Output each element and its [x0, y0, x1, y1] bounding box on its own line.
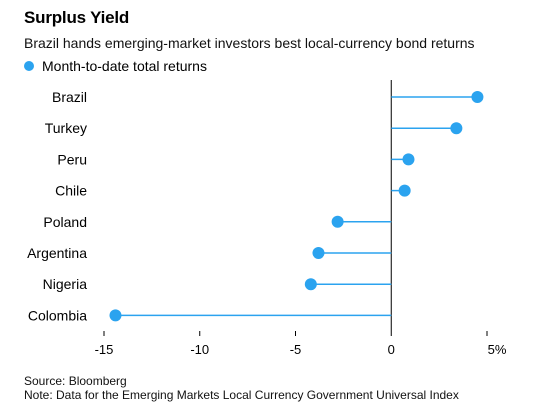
x-tick-label: 5% [488, 342, 507, 357]
x-tick-label: -15 [95, 342, 114, 357]
chart-subtitle: Brazil hands emerging-market investors b… [24, 35, 475, 51]
data-note: Note: Data for the Emerging Markets Loca… [24, 388, 459, 402]
x-tick-label: -5 [290, 342, 302, 357]
data-point [471, 91, 484, 103]
source-note: Source: Bloomberg [24, 374, 127, 388]
category-label: Turkey [45, 120, 87, 136]
data-point [450, 122, 463, 135]
category-label: Chile [55, 183, 87, 199]
chart-title: Surplus Yield [24, 8, 130, 27]
category-label: Colombia [28, 307, 87, 323]
data-point [331, 215, 344, 228]
legend: Month-to-date total returns [24, 58, 207, 74]
legend-label: Month-to-date total returns [42, 58, 207, 74]
category-label: Argentina [27, 245, 87, 261]
category-label: Poland [43, 214, 87, 230]
x-tick-label: -10 [190, 342, 209, 357]
data-point [402, 153, 415, 166]
category-label: Peru [57, 151, 87, 167]
data-point [109, 309, 122, 322]
x-tick-label: 0 [388, 342, 395, 357]
data-point [312, 247, 325, 259]
data-point [398, 184, 411, 197]
data-point [304, 278, 317, 291]
category-label: Nigeria [43, 276, 88, 292]
legend-dot-icon [24, 61, 34, 71]
category-label: Brazil [52, 89, 87, 105]
